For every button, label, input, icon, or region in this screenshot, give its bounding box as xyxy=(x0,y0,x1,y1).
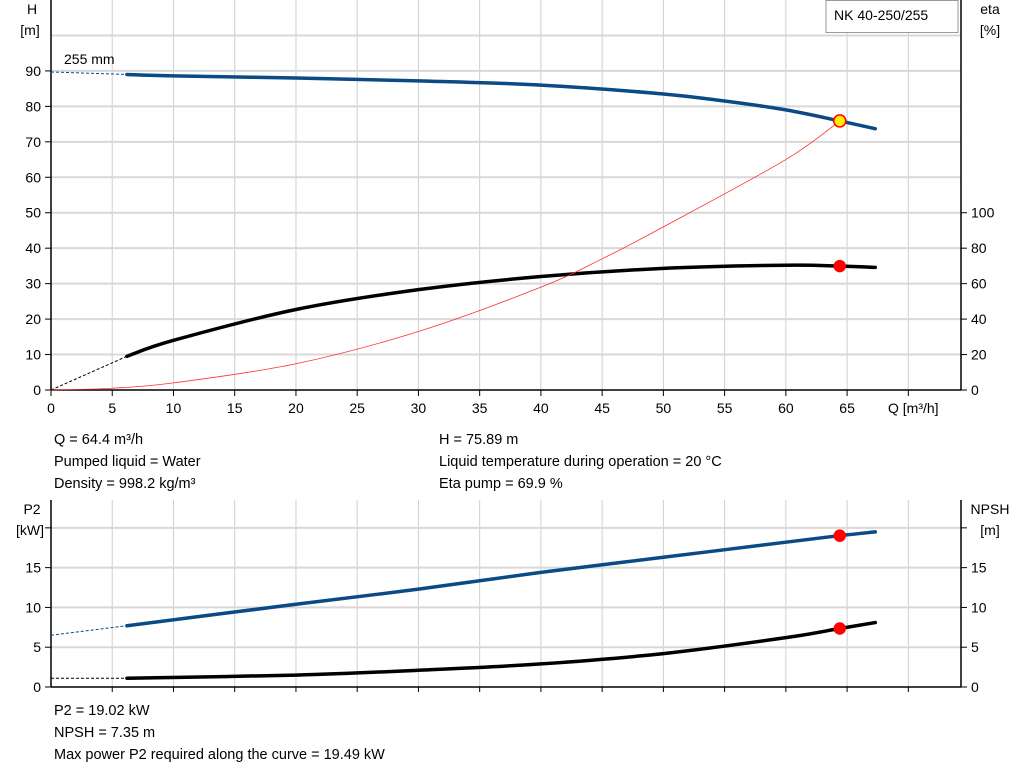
x-tick-label: 30 xyxy=(411,400,427,416)
efficiency-extrapolation xyxy=(50,355,128,391)
top-y2-tick-label: 0 xyxy=(971,382,979,398)
bottom-y2label: NPSH xyxy=(971,501,1010,517)
top-y2-tick-label: 60 xyxy=(971,276,987,292)
legend-box xyxy=(825,0,959,33)
head-duty-point xyxy=(832,114,847,128)
impeller-diameter-label: 255 mm xyxy=(64,51,115,67)
info-temperature: Liquid temperature during operation = 20… xyxy=(439,454,722,470)
info-flow: Q = 64.4 m³/h xyxy=(54,432,144,448)
top-y2label-unit: [%] xyxy=(980,22,1000,38)
info-p2: P2 = 19.02 kW xyxy=(54,703,150,719)
x-tick-label: 50 xyxy=(656,400,672,416)
top-y-tick-label: 70 xyxy=(25,134,41,150)
info-top-right: H = 75.89 m Liquid temperature during op… xyxy=(439,429,722,495)
power-p2-duty-point xyxy=(833,529,846,542)
top-y2label: eta xyxy=(980,1,1000,17)
info-density: Density = 998.2 kg/m³ xyxy=(54,476,196,492)
x-tick-label: 20 xyxy=(288,400,304,416)
top-y-tick-label: 10 xyxy=(25,347,41,363)
x-tick-label: 5 xyxy=(108,400,116,416)
top-y2-tick-label: 20 xyxy=(971,347,987,363)
top-y2-tick-label: 80 xyxy=(971,240,987,256)
x-tick-label: 25 xyxy=(349,400,365,416)
bottom-y-tick-label: 15 xyxy=(25,560,41,576)
bottom-ylabel-unit: [kW] xyxy=(16,522,44,538)
info-top-left: Q = 64.4 m³/h Pumped liquid = Water Dens… xyxy=(54,429,201,495)
info-head: H = 75.89 m xyxy=(439,432,519,448)
head-extrapolation xyxy=(50,71,127,75)
x-tick-label: 35 xyxy=(472,400,488,416)
top-y2-tick-label: 100 xyxy=(971,205,995,221)
system-curve-curve xyxy=(50,120,841,391)
x-tick-label: 55 xyxy=(717,400,733,416)
x-tick-label: 60 xyxy=(778,400,794,416)
efficiency-curve xyxy=(125,263,878,359)
x-tick-label: 65 xyxy=(839,400,855,416)
bottom-y-tick-label: 0 xyxy=(33,679,41,695)
x-tick-label: 10 xyxy=(166,400,182,416)
bottom-y2-tick-label: 0 xyxy=(971,679,979,695)
power-p2-curve xyxy=(125,530,878,628)
bottom-y2-tick-label: 15 xyxy=(971,560,987,576)
bottom-y2label-unit: [m] xyxy=(980,522,999,538)
info-max-power: Max power P2 required along the curve = … xyxy=(54,747,385,763)
info-liquid: Pumped liquid = Water xyxy=(54,454,201,470)
top-y-tick-label: 0 xyxy=(33,382,41,398)
top-ylabel-unit: [m] xyxy=(20,22,39,38)
bottom-y2-tick-label: 5 xyxy=(971,639,979,655)
x-tick-label: 45 xyxy=(594,400,610,416)
info-eta: Eta pump = 69.9 % xyxy=(439,476,563,492)
efficiency-duty-point xyxy=(833,259,846,273)
top-y-tick-label: 60 xyxy=(25,169,41,185)
npsh-curve xyxy=(125,620,878,680)
top-y-tick-label: 20 xyxy=(25,311,41,327)
npsh-duty-point xyxy=(833,622,846,635)
top-y-tick-label: 90 xyxy=(25,63,41,79)
power-p2-extrapolation xyxy=(50,625,127,636)
top-y2-tick-label: 40 xyxy=(971,311,987,327)
top-y-tick-label: 30 xyxy=(25,276,41,292)
info-bottom: P2 = 19.02 kW NPSH = 7.35 m Max power P2… xyxy=(54,700,385,766)
bottom-ylabel: P2 xyxy=(23,501,40,517)
top-y-tick-label: 80 xyxy=(25,98,41,114)
bottom-y-tick-label: 10 xyxy=(25,599,41,615)
head-curve xyxy=(125,72,878,131)
x-tick-label: 0 xyxy=(47,400,55,416)
bottom-y-tick-label: 5 xyxy=(33,639,41,655)
top-y-tick-label: 50 xyxy=(25,205,41,221)
x-tick-label: 15 xyxy=(227,400,243,416)
pump-model-title: NK 40-250/255 xyxy=(834,7,928,23)
top-ylabel: H xyxy=(27,1,37,17)
top-y-tick-label: 40 xyxy=(25,240,41,256)
x-tick-label: 40 xyxy=(533,400,549,416)
bottom-y2-tick-label: 10 xyxy=(971,599,987,615)
x-axis-label: Q [m³/h] xyxy=(888,400,939,416)
info-npsh: NPSH = 7.35 m xyxy=(54,725,156,741)
